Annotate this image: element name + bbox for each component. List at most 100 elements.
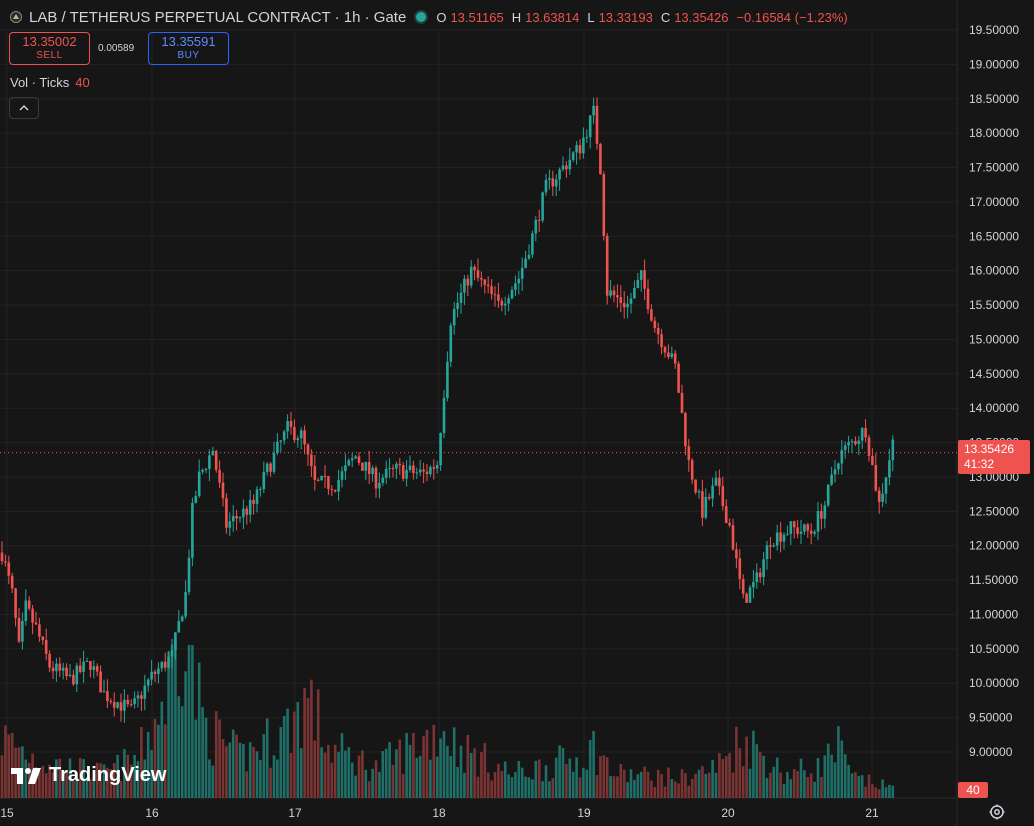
volume-bar [412,732,415,798]
volume-bar [95,762,99,798]
candle-body [262,471,266,490]
volume-bar [809,773,813,798]
candle-body [796,527,799,534]
volume-bar [255,751,259,798]
candle-body [442,398,446,434]
volume-bar [320,747,323,798]
volume-bar [503,761,507,798]
candle-body [531,233,534,255]
candle-body [350,458,354,461]
candle-body [837,463,840,470]
candle-body [177,620,181,633]
volume-bar [694,773,697,798]
candle-body [888,460,891,478]
volume-bar [218,719,221,798]
volume-bar [816,757,820,798]
volume-legend[interactable]: Vol · Ticks 40 [10,75,90,90]
candle-body [109,701,113,703]
buy-button[interactable]: 13.35591 BUY [148,32,229,65]
volume-bar [541,781,544,798]
volume-bar [493,772,497,798]
volume-bar [755,744,759,798]
candle-body [656,327,660,335]
candle-body [398,463,402,466]
candle-body [265,463,269,472]
volume-bar [391,765,395,798]
volume-bar [871,784,874,798]
candle-body [517,278,521,284]
candle-body [497,294,500,301]
volume-bar [452,727,456,798]
candle-body [786,533,789,535]
candle-body [238,517,242,519]
candle-body [704,496,708,518]
volume-bar [167,651,170,798]
volume-bar [286,708,289,798]
candle-body [490,286,493,295]
candle-body [24,600,28,621]
candle-body [85,660,89,662]
candle-body [874,464,878,491]
candle-body [327,476,330,490]
buy-label: BUY [177,50,200,61]
candle-body [272,453,276,472]
candle-body [595,105,599,144]
sell-price: 13.35002 [22,34,77,49]
candle-body [75,665,79,685]
candle-body [191,502,194,558]
volume-bar [534,760,538,798]
volume-bar [480,751,483,798]
volume-bar [41,765,45,798]
volume-bar [439,738,442,798]
candle-body [123,699,126,711]
candle-body [568,159,572,170]
volume-bar [347,747,351,798]
volume-bar [201,707,204,798]
candle-body [347,460,351,466]
candle-body [500,300,504,306]
volume-bar [554,757,558,798]
symbol-title[interactable]: LAB / TETHERUS PERPETUAL CONTRACT · 1h ·… [29,8,407,26]
volume-bar [265,718,269,798]
candle-body [65,667,68,677]
candle-body [10,575,14,589]
volume-bar [877,789,881,798]
candle-body [633,287,636,299]
volume-bar [337,751,340,798]
volume-bar [820,776,823,798]
candle-body [99,671,102,693]
volume-bar [191,645,194,798]
candle-body [106,691,109,702]
candle-body [384,468,388,478]
sell-button[interactable]: 13.35002 SELL [9,32,90,65]
volume-bar [163,724,167,798]
candle-body [82,661,85,672]
gear-icon[interactable] [988,803,1006,821]
volume-bar [7,734,11,798]
candle-body [728,523,731,526]
volume-bar [728,753,731,798]
y-tick-label: 17.00000 [969,195,1019,209]
volume-bar [571,771,575,798]
y-tick-label: 9.50000 [969,711,1013,725]
volume-bar [459,745,463,798]
candle-body [160,661,164,669]
collapse-button[interactable] [9,97,39,119]
y-tick-label: 15.50000 [969,298,1019,312]
volume-bar [758,751,762,798]
candle-body [378,482,381,489]
volume-bar [711,759,714,798]
volume-bar [633,779,636,798]
candle-body [371,467,374,475]
volume-bar [170,644,174,798]
candle-body [745,593,748,603]
candle-body [95,666,99,672]
volume-bar [72,781,75,798]
volume-bar [697,769,701,798]
candle-body [157,668,160,674]
volume-bar [140,727,143,798]
open-label: O [436,9,447,25]
candle-body [639,270,643,280]
